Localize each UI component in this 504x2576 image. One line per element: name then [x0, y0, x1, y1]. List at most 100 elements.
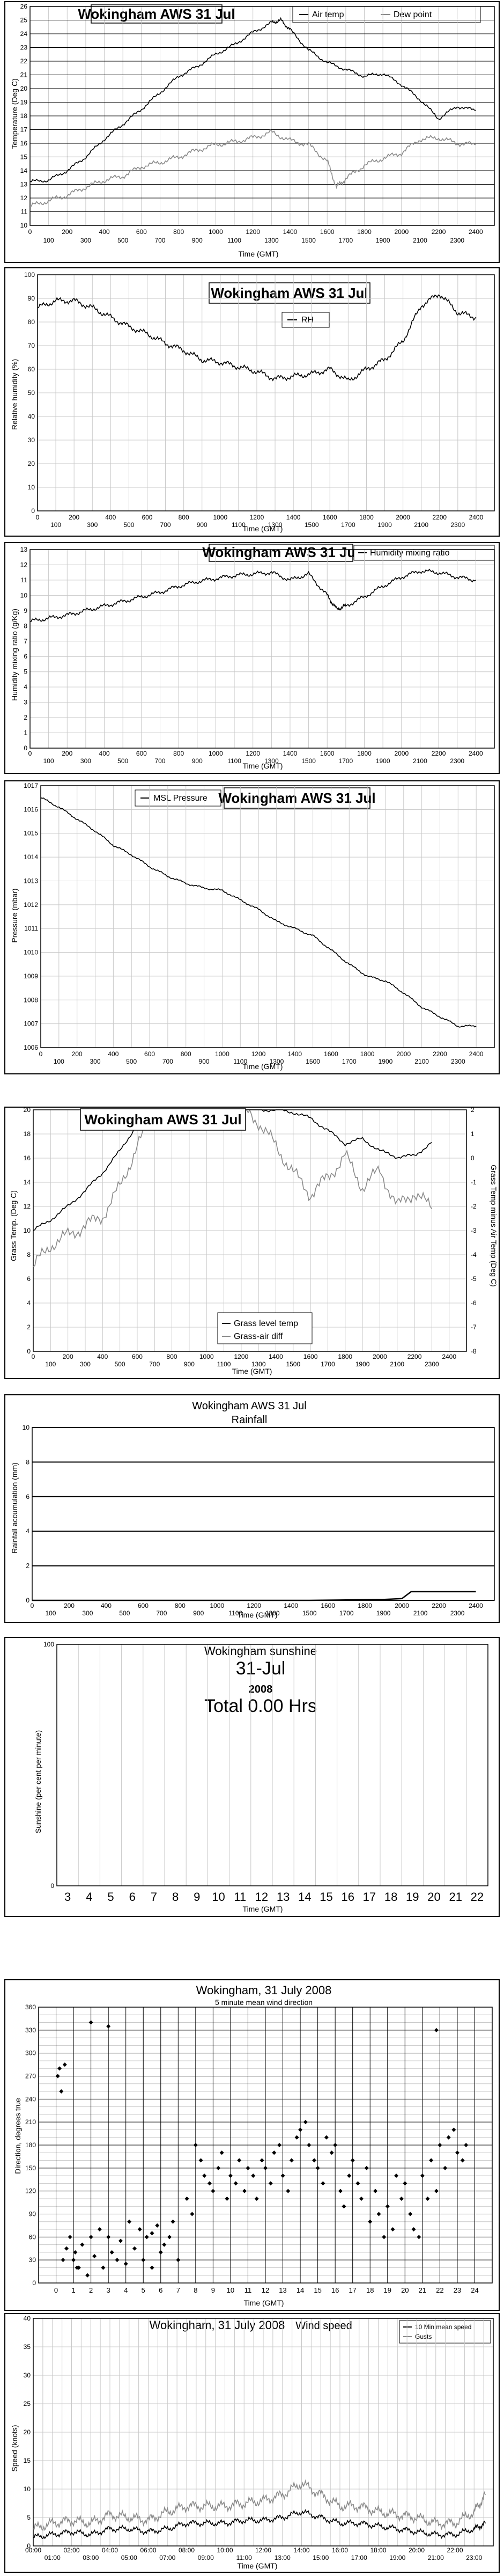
y-tick-label: 24 — [20, 30, 28, 38]
x-tick-label: 400 — [99, 228, 110, 236]
chart-year: 2008 — [249, 1684, 273, 1695]
x-tick-label: 18:00 — [370, 2546, 386, 2554]
x-tick-label: 2300 — [450, 521, 465, 529]
data-point — [162, 2242, 167, 2247]
data-point — [324, 2135, 329, 2140]
title-box — [209, 282, 370, 304]
y-axis-label: Pressure (mbar) — [10, 888, 19, 942]
title-box — [209, 544, 353, 562]
chart-title: Wokingham, 31 July 2008 — [150, 2318, 285, 2332]
data-point — [342, 2204, 346, 2209]
x-tick-label: 1300 — [264, 757, 279, 765]
x-axis-label: Time (GMT) — [243, 524, 283, 533]
x-tick-label: 2100 — [413, 1609, 428, 1617]
x-tick-label: 1500 — [302, 1609, 317, 1617]
x-tick-label: 500 — [119, 1609, 130, 1617]
x-tick-label: 700 — [149, 1360, 160, 1368]
x-tick-label: 300 — [80, 757, 91, 765]
x-tick-label: 2400 — [469, 228, 483, 236]
y-tick-label: 14 — [20, 167, 28, 174]
x-tick-label: 0 — [28, 750, 32, 757]
data-point — [171, 2219, 175, 2224]
y-tick-label: 13 — [20, 546, 28, 553]
x-tick-label: 800 — [179, 514, 189, 521]
data-point — [294, 2135, 299, 2140]
data-point — [333, 2143, 338, 2147]
x-tick-label: 1900 — [376, 1609, 391, 1617]
data-point — [219, 2150, 224, 2155]
y-tick-label: 40 — [24, 2315, 31, 2322]
x-tick-label: 12:00 — [255, 2546, 271, 2554]
x-tick-label: 300 — [80, 1360, 91, 1368]
chart-subtitle: Rainfall — [232, 1414, 268, 1426]
data-point — [403, 2181, 407, 2186]
y-tick-label: 23 — [20, 44, 28, 52]
data-point — [451, 2127, 456, 2132]
data-point — [237, 2158, 242, 2163]
y-tick-label: 150 — [25, 2164, 36, 2172]
data-point — [150, 2265, 154, 2270]
x-tick-label: 300 — [87, 521, 98, 529]
chart-subtitle: Wind speed — [295, 2320, 352, 2332]
y-tick-label: 30 — [24, 2372, 31, 2379]
x-tick-label: 0 — [28, 228, 32, 236]
x-tick-label: 1800 — [357, 228, 372, 236]
x-tick-label: 07:00 — [159, 2554, 175, 2562]
y-tick-label-right: -7 — [471, 1323, 477, 1331]
x-tick-label: 00:00 — [25, 2546, 41, 2554]
x-tick-label: 900 — [199, 1058, 210, 1065]
sunshine-chart: Wokingham sunshine 31-Jul 2008 Total 0.0… — [34, 1641, 488, 1913]
x-tick-label: 2000 — [396, 514, 410, 521]
x-axis-label: Time (GMT) — [243, 762, 283, 770]
data-point — [434, 2189, 439, 2193]
y-tick-label: 4 — [27, 1299, 31, 1307]
y-tick-label: 6 — [26, 1493, 29, 1501]
x-tick-label: 400 — [99, 750, 110, 757]
series-line-dew-point — [29, 129, 476, 207]
x-tick-label: 400 — [101, 1602, 112, 1609]
x-tick-label: 1200 — [234, 1353, 248, 1360]
y-tick-label: 80 — [28, 318, 35, 326]
data-point — [155, 2223, 160, 2228]
temperature-chart-panel: Temperature (Deg C) Time (GMT) Wokingham… — [4, 1, 500, 263]
x-axis-label: Time (GMT) — [244, 2299, 284, 2307]
data-point — [228, 2174, 233, 2178]
x-tick-label: 1400 — [287, 1050, 302, 1058]
y-axis-label: Sunshine (per cent per minute) — [34, 1730, 42, 1833]
y-tick-label-right: -5 — [471, 1275, 477, 1283]
y-tick-label: 8 — [27, 1251, 31, 1258]
data-point — [176, 2258, 181, 2263]
y-tick-label: 0 — [27, 1348, 31, 1355]
x-tick-label: 900 — [197, 521, 207, 529]
chart-title: Wokingham AWS 31 Jul — [192, 1400, 306, 1412]
x-tick-label: 1500 — [301, 757, 316, 765]
y-tick-label: 11 — [21, 208, 28, 216]
mixing-ratio-chart: Humidity mixing ratio (g/Kg) Time (GMT) … — [10, 544, 495, 770]
data-point — [260, 2158, 264, 2163]
y-tick-label: 1007 — [24, 1020, 38, 1028]
x-tick-label: 200 — [64, 1602, 75, 1609]
x-tick-label: 06:00 — [140, 2546, 156, 2554]
x-tick-label: 1700 — [342, 1058, 357, 1065]
x-tick-label: 23:00 — [466, 2554, 482, 2562]
x-tick-label: 500 — [117, 237, 128, 244]
x-tick-label: 1700 — [321, 1360, 335, 1368]
x-tick-label: 16 — [341, 1890, 354, 1904]
y-tick-label: 14 — [24, 1179, 31, 1186]
x-tick-label: 400 — [97, 1353, 108, 1360]
x-tick-label: 500 — [117, 757, 128, 765]
x-tick-label: 2000 — [373, 1353, 387, 1360]
y-tick-label: 30 — [29, 2256, 36, 2264]
legend-label-gusts: Gusts — [415, 2333, 432, 2340]
x-tick-label: 14 — [297, 2286, 304, 2294]
plot-area — [32, 1427, 495, 1601]
x-tick-label: 200 — [62, 750, 72, 757]
x-tick-label: 1500 — [301, 237, 316, 244]
x-tick-label: 2300 — [451, 1058, 465, 1065]
data-point — [193, 2143, 198, 2147]
data-point — [277, 2143, 282, 2147]
x-tick-label: 1600 — [320, 750, 335, 757]
x-tick-label: 600 — [136, 750, 147, 757]
data-point — [207, 2181, 212, 2186]
x-tick-label: 17 — [363, 1890, 376, 1904]
